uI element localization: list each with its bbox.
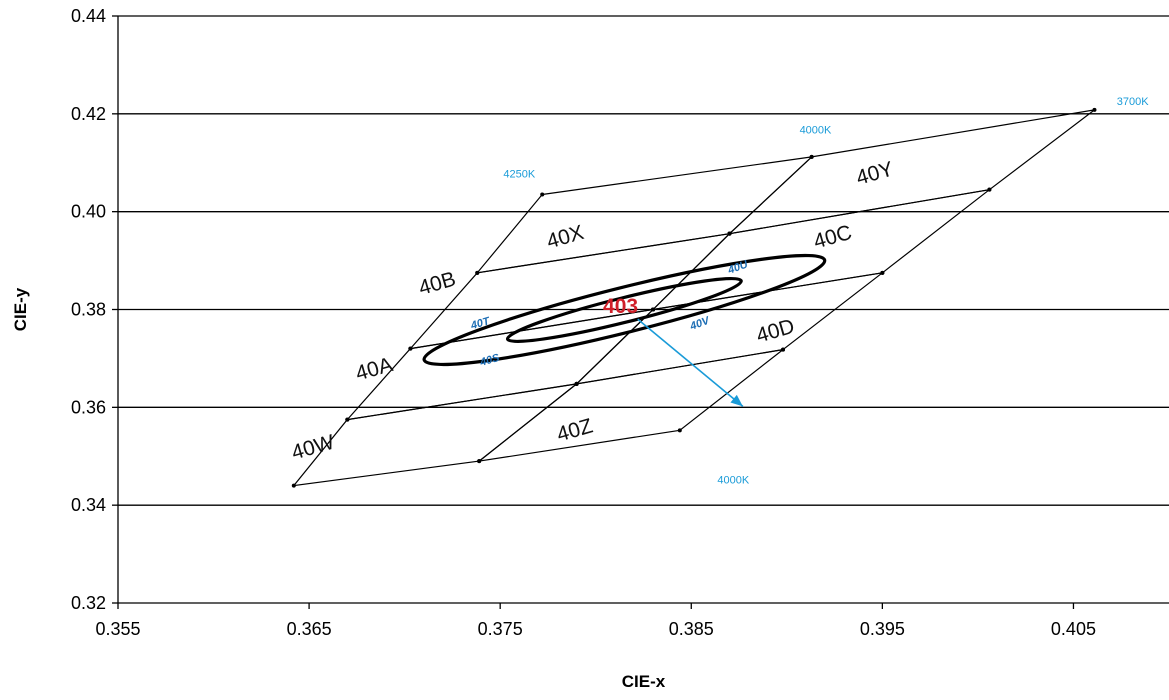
quadrangle-40w — [292, 382, 579, 487]
corner-point — [477, 459, 482, 464]
y-tick-label: 0.32 — [71, 593, 106, 613]
corner-point — [677, 428, 682, 433]
quadrangle-40y — [727, 109, 1095, 235]
corner-point — [291, 483, 296, 488]
corner-point — [987, 187, 992, 192]
cct-label: 4250K — [503, 168, 535, 180]
x-tick-label: 0.375 — [478, 619, 523, 639]
bin-label-40w: 40W — [289, 431, 337, 465]
corner-point — [880, 270, 885, 275]
labels-layer: 40X40Y40B40C40A40D40W40Z40T40U40S40V4034… — [289, 96, 1149, 487]
bin-label-40d: 40D — [754, 315, 797, 348]
bin-label-40c: 40C — [811, 221, 854, 254]
quadrangle-40b — [408, 232, 732, 350]
cct-arrow-line — [637, 318, 744, 407]
corner-point — [408, 346, 413, 351]
grid-layer — [118, 15, 1169, 506]
y-axis-title: CIE-y — [11, 287, 30, 331]
bin-label-40x: 40X — [544, 221, 586, 253]
inner-label-40t: 40T — [469, 315, 493, 332]
bin-label-40z: 40Z — [554, 414, 595, 446]
x-tick-label: 0.395 — [860, 619, 905, 639]
x-axis-title: CIE-x — [622, 672, 666, 691]
corner-point — [475, 270, 480, 275]
inner-label-40s: 40S — [478, 352, 502, 369]
y-tick-label: 0.34 — [71, 495, 106, 515]
corner-point — [345, 417, 350, 422]
corner-point — [727, 231, 732, 236]
corner-point — [540, 192, 545, 197]
y-tick-label: 0.42 — [71, 104, 106, 124]
ellipse-outer — [422, 253, 827, 367]
y-tick-label: 0.36 — [71, 397, 106, 417]
quadrangles-layer — [291, 107, 1097, 488]
x-tick-label: 0.385 — [669, 619, 714, 639]
x-tick-label: 0.365 — [287, 619, 332, 639]
x-tick-label: 0.405 — [1051, 619, 1096, 639]
cct-label: 3700K — [1117, 96, 1149, 108]
center-bin-label: 403 — [603, 295, 638, 318]
y-tick-label: 0.44 — [71, 6, 106, 26]
ellipse-inner — [505, 276, 743, 344]
cct-arrow-head — [730, 394, 743, 407]
cct-label: 4000K — [717, 475, 749, 487]
corner-point — [574, 381, 579, 386]
corner-point — [780, 347, 785, 352]
corner-point — [809, 154, 814, 159]
bin-label-40y: 40Y — [854, 157, 896, 189]
corner-point — [651, 307, 656, 312]
bin-label-40a: 40A — [353, 353, 395, 385]
corner-point — [1092, 107, 1097, 112]
quadrangle-40z — [477, 349, 784, 463]
x-tick-label: 0.355 — [95, 619, 140, 639]
cct-label: 4000K — [800, 124, 832, 136]
axes-layer: 0.32 0.34 0.36 0.38 0.40 0.42 0.44 0.355 0.365 0.… — [11, 6, 1169, 691]
y-tick-label: 0.38 — [71, 300, 106, 320]
bin-label-40b: 40B — [416, 267, 458, 299]
ellipses-layer — [422, 253, 827, 367]
y-tick-label: 0.40 — [71, 202, 106, 222]
